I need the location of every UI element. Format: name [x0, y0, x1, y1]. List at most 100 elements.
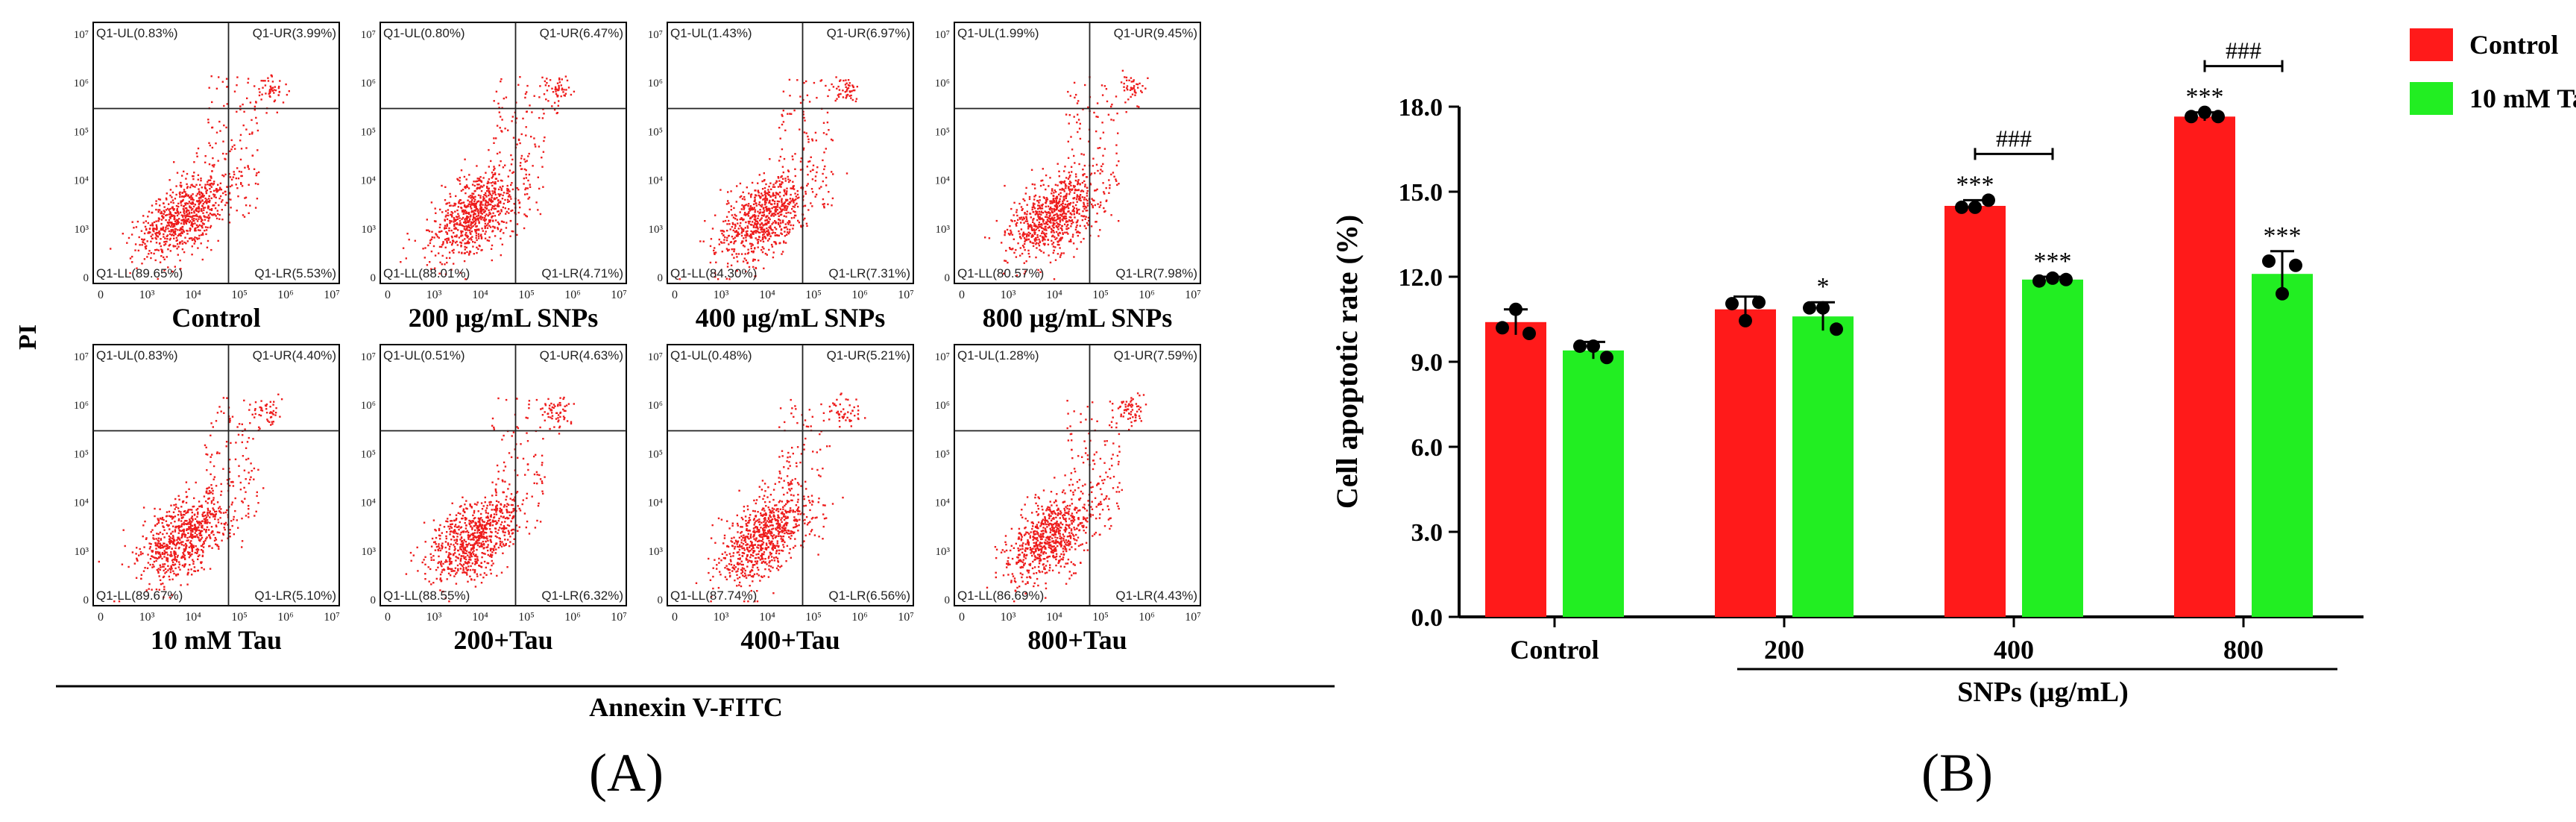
flow-dot: [793, 201, 795, 204]
flow-dot: [724, 219, 727, 222]
flow-dot: [491, 216, 493, 219]
flow-dot: [1034, 224, 1037, 227]
flow-dot: [479, 204, 482, 206]
flow-dot: [502, 194, 504, 197]
flow-dot: [164, 243, 167, 245]
flow-dot: [778, 211, 781, 213]
flow-dot: [492, 225, 494, 228]
flow-dot: [201, 561, 203, 563]
flow-dot: [483, 521, 485, 523]
flow-dot: [767, 191, 770, 193]
flow-dot: [1022, 233, 1024, 235]
flow-dot: [178, 218, 180, 220]
flow-dot: [1073, 192, 1076, 194]
flow-dot: [470, 215, 472, 217]
flow-dot: [751, 224, 753, 226]
flow-dot: [185, 481, 188, 483]
flow-dot: [486, 182, 488, 185]
flow-dot: [426, 219, 428, 221]
flow-dot: [161, 551, 164, 554]
flow-dot: [158, 209, 161, 211]
flow-dot: [1076, 102, 1079, 104]
flow-dot: [1082, 190, 1085, 192]
flow-dot: [194, 240, 196, 242]
flow-dot: [1040, 204, 1042, 207]
flow-dot: [566, 79, 569, 82]
flow-dot: [185, 501, 188, 504]
flow-dot: [177, 205, 180, 208]
flow-x-tick: 10⁴: [1046, 289, 1062, 301]
flow-dot: [464, 549, 467, 551]
flow-dot: [161, 521, 163, 524]
flow-dot: [439, 578, 441, 581]
flow-dot: [149, 558, 152, 560]
flow-dot: [1070, 166, 1073, 168]
flow-dot: [204, 155, 207, 157]
flow-dot: [1012, 248, 1014, 250]
flow-dot: [795, 214, 797, 217]
flow-dot: [1051, 216, 1054, 219]
flow-dot: [435, 568, 438, 571]
flow-dot: [751, 216, 753, 218]
flow-dot: [172, 558, 174, 561]
flow-dot: [213, 181, 215, 183]
flow-dot: [499, 127, 501, 129]
flow-dot: [1108, 192, 1110, 194]
flow-dot: [467, 224, 470, 226]
flow-y-tick: 0: [945, 272, 951, 284]
flow-dot: [118, 600, 121, 603]
flow-dot: [214, 515, 216, 518]
flow-dot: [501, 119, 503, 121]
flow-dot: [1073, 186, 1075, 189]
flow-dot: [1121, 69, 1124, 72]
flow-dot: [528, 400, 531, 402]
flow-dot: [144, 242, 146, 245]
flow-dot: [1027, 228, 1030, 230]
flow-dot: [794, 204, 796, 206]
flow-dot: [509, 195, 511, 198]
flow-dot: [497, 397, 500, 400]
flow-dot: [485, 522, 488, 524]
flow-dot: [1010, 229, 1012, 232]
flow-dot: [479, 186, 482, 189]
flow-dot: [196, 215, 198, 218]
flow-dot: [215, 513, 217, 515]
flow-dot: [470, 521, 473, 524]
flow-dot: [182, 513, 185, 516]
flow-dot: [439, 574, 442, 576]
flow-dot: [558, 433, 561, 435]
flow-dot: [189, 555, 192, 557]
flow-dot: [215, 510, 218, 512]
flow-dot: [842, 90, 844, 92]
flow-dot: [778, 180, 781, 182]
flow-dot: [158, 551, 161, 553]
flow-dot: [500, 209, 503, 211]
flow-dot: [488, 239, 491, 242]
flow-dot: [212, 533, 215, 536]
flow-dot: [766, 208, 769, 210]
flow-dot: [471, 198, 473, 201]
flow-dot: [786, 207, 788, 210]
flow-dot: [178, 524, 180, 527]
flow-dot: [256, 495, 258, 498]
flow-dot: [467, 220, 469, 222]
flow-dot: [142, 239, 145, 241]
flow-dot: [473, 544, 475, 546]
flow-dot: [1035, 256, 1037, 259]
flow-dot: [1063, 223, 1066, 225]
flow-dot: [754, 200, 756, 202]
flow-dot: [170, 201, 172, 204]
flow-dot: [541, 462, 544, 464]
flow-dot: [473, 212, 476, 214]
flow-dot: [192, 506, 194, 508]
flow-dot: [524, 474, 526, 476]
flow-dot: [1052, 251, 1054, 254]
flow-dot: [1037, 213, 1039, 216]
flow-dot: [735, 253, 737, 255]
flow-dot: [250, 476, 252, 478]
flow-dot: [761, 188, 764, 190]
flow-dot: [491, 481, 494, 483]
flow-dot: [760, 248, 763, 251]
flow-dot: [1028, 195, 1031, 198]
flow-dot: [1036, 210, 1039, 213]
